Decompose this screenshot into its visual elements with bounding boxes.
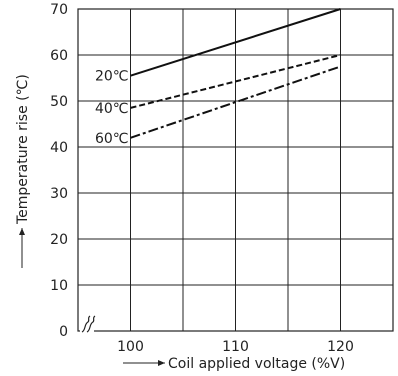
series-line [130,8,341,77]
series-label: 60℃ [95,131,129,147]
y-tick-label: 10 [50,278,68,294]
series-label: 40℃ [95,101,129,117]
tick-layer: 100 110 120 0 10 20 30 40 50 60 70 [50,2,354,355]
y-tick-label: 30 [50,186,68,202]
x-axis-label: Coil applied voltage (%V) [168,356,345,372]
grid-layer [78,9,393,331]
y-axis-label: Temperature rise (℃) [15,74,31,225]
y-tick-label: 70 [50,2,68,18]
y-tick-label: 20 [50,232,68,248]
x-axis-title: Coil applied voltage (%V) [123,356,345,372]
plot-frame [77,8,394,332]
series-label: 20℃ [95,69,129,85]
x-axis-break-icon [80,315,96,333]
x-tick-label: 100 [117,339,144,355]
y-tick-label: 60 [50,48,68,64]
y-tick-label: 50 [50,94,68,110]
y-tick-label: 0 [59,324,68,340]
series-label-layer: 20℃ 40℃ 60℃ [95,69,129,147]
series-layer [130,8,341,139]
series-line [130,65,341,139]
series-line [130,54,341,109]
x-tick-label: 120 [327,339,354,355]
y-axis-title: Temperature rise (℃) [15,74,31,268]
x-tick-label: 110 [222,339,249,355]
y-tick-label: 40 [50,140,68,156]
